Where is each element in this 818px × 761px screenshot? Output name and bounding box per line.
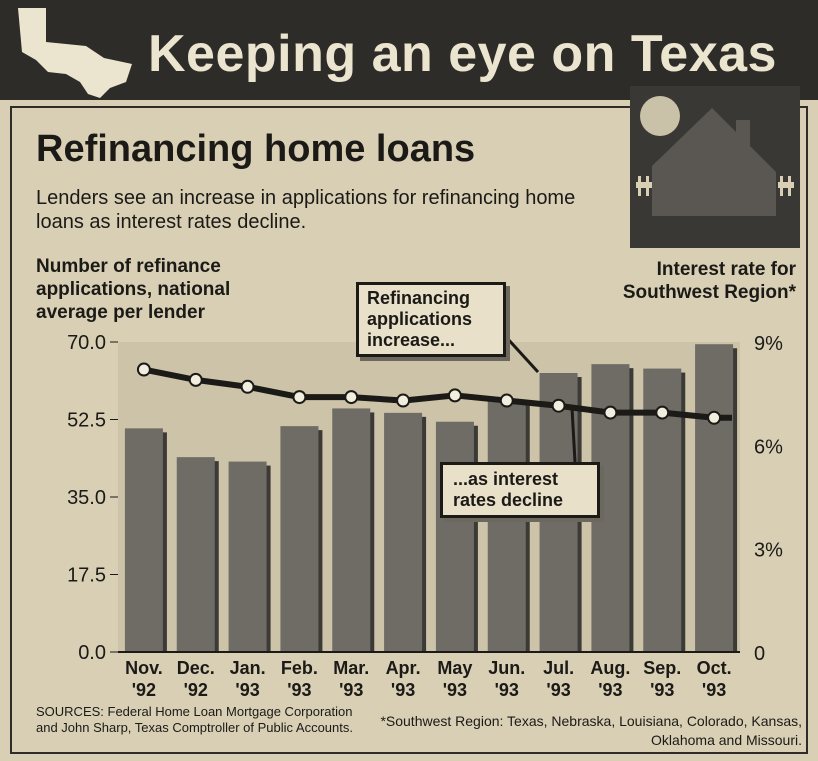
interest-rate-point <box>344 390 359 405</box>
x-tick-label-year: '93 <box>702 680 726 700</box>
right-tick-label: 9% <box>754 333 783 355</box>
x-tick-label-month: Mar. <box>333 658 369 678</box>
x-tick-label-year: '93 <box>391 680 415 700</box>
chart-subtitle: Lenders see an increase in applications … <box>36 187 576 233</box>
x-tick-label-year: '93 <box>495 680 519 700</box>
x-tick-label-month: Oct. <box>697 658 732 678</box>
right-tick-label: 6% <box>754 436 783 458</box>
x-tick-label-month: Jun. <box>488 658 525 678</box>
house-icon <box>630 86 800 248</box>
sources-note: SOURCES: Federal Home Loan Mortgage Corp… <box>36 704 353 735</box>
x-tick-label-year: '93 <box>287 680 311 700</box>
x-tick-label-year: '93 <box>339 680 363 700</box>
banner: Keeping an eye on Texas <box>0 0 818 100</box>
x-tick-label-year: '93 <box>235 680 259 700</box>
banner-title: Keeping an eye on Texas <box>148 25 777 83</box>
x-tick-label-year: '93 <box>650 680 674 700</box>
x-tick-label-month: Apr. <box>386 658 421 678</box>
interest-rate-point <box>551 398 566 413</box>
x-tick-label-month: Jan. <box>230 658 266 678</box>
bar <box>176 457 215 652</box>
x-tick-label-year: '93 <box>443 680 467 700</box>
x-tick-label-month: Feb. <box>281 658 318 678</box>
chart-title: Refinancing home loans <box>36 128 476 170</box>
x-tick-label-month: Dec. <box>177 658 215 678</box>
interest-rate-point <box>447 388 462 403</box>
callout-rates-decline: ...as interest rates decline <box>440 462 600 518</box>
x-tick-label-month: May <box>437 658 472 678</box>
bar <box>435 421 474 652</box>
bar <box>228 461 267 652</box>
interest-rate-point <box>396 393 411 408</box>
interest-rate-point <box>707 410 722 425</box>
left-tick-label: 0.0 <box>78 642 106 664</box>
left-tick-label: 52.5 <box>67 410 106 432</box>
bar <box>124 428 163 652</box>
x-tick-label-year: '92 <box>184 680 208 700</box>
bar <box>280 426 319 652</box>
x-tick-label-year: '92 <box>132 680 156 700</box>
right-tick-label: 0 <box>754 643 765 665</box>
region-footnote: *Southwest Region: Texas, Nebraska, Loui… <box>380 713 802 748</box>
callout-applications-increase: Refinancing applications increase... <box>356 282 506 357</box>
bar <box>332 408 371 652</box>
x-tick-label-month: Aug. <box>590 658 630 678</box>
left-axis-label: Number of refinance applications, nation… <box>36 256 231 323</box>
interest-rate-point <box>188 372 203 387</box>
right-tick-label: 3% <box>754 540 783 562</box>
x-tick-label-year: '93 <box>546 680 570 700</box>
x-tick-label-month: Jul. <box>543 658 574 678</box>
callout-bottom-pointer <box>570 407 577 463</box>
left-tick-label: 35.0 <box>67 487 106 509</box>
x-tick-label-month: Nov. <box>125 658 163 678</box>
bar <box>695 344 734 652</box>
interest-rate-point <box>499 393 514 408</box>
interest-rate-point <box>655 405 670 420</box>
left-tick-label: 70.0 <box>67 332 106 354</box>
bar <box>384 412 423 652</box>
left-tick-label: 17.5 <box>67 565 106 587</box>
interest-rate-point <box>136 362 151 377</box>
bar <box>487 399 526 652</box>
interest-rate-point <box>292 390 307 405</box>
chart-panel <box>10 106 808 754</box>
right-axis-label: Interest rate for Southwest Region* <box>622 259 796 303</box>
interest-rate-point <box>603 405 618 420</box>
texas-map-icon <box>18 8 132 98</box>
interest-rate-point <box>240 379 255 394</box>
x-tick-label-year: '93 <box>598 680 622 700</box>
x-tick-label-month: Sep. <box>643 658 681 678</box>
plot-area <box>118 342 740 652</box>
